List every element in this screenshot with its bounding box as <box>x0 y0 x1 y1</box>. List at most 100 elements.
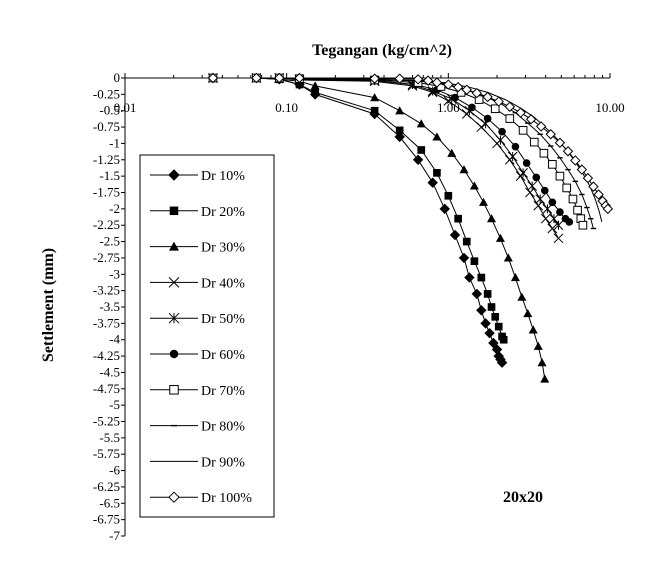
data-point <box>542 204 553 214</box>
y-tick-label: -1.75 <box>93 185 120 200</box>
data-point <box>498 127 506 136</box>
x-tick-label: 1.00 <box>437 100 460 115</box>
data-point <box>518 168 528 178</box>
legend-label: Dr 40% <box>201 276 245 291</box>
data-point <box>593 189 604 200</box>
data-point <box>470 257 479 266</box>
data-point <box>169 349 179 359</box>
legend-label: Dr 10% <box>201 169 245 184</box>
data-point <box>527 181 538 191</box>
data-point <box>169 241 179 251</box>
data-point <box>447 148 457 157</box>
legend-label: Dr 90% <box>201 455 245 470</box>
legend-entry: Dr 100% <box>150 491 252 506</box>
axes: 0-0.25 -0.5-0.75-1 -1.25-1.5 -1.75-2-2.25 -2… <box>93 70 625 543</box>
x-tick-label: 10.00 <box>595 100 624 115</box>
data-point <box>477 273 486 282</box>
data-point <box>545 129 556 140</box>
y-tick-label: -3 <box>109 266 120 281</box>
data-point <box>395 106 405 115</box>
data-point <box>483 290 492 298</box>
data-point <box>570 155 581 166</box>
data-point <box>547 223 558 234</box>
data-point <box>458 252 470 264</box>
data-point <box>469 181 479 190</box>
data-point <box>482 91 493 103</box>
data-point <box>493 96 504 107</box>
y-tick-label: -6.5 <box>99 495 120 510</box>
data-point <box>539 148 549 158</box>
data-point <box>394 73 405 84</box>
y-tick-label: -0.25 <box>93 86 120 101</box>
data-point <box>168 312 180 324</box>
data-point <box>471 288 483 300</box>
y-tick-label: -4.75 <box>93 381 120 396</box>
y-tick-label: -5.75 <box>93 446 120 461</box>
data-point <box>549 213 559 224</box>
data-point <box>562 183 572 193</box>
y-tick-label: -0.5 <box>99 103 120 118</box>
data-point <box>449 229 461 241</box>
data-point <box>523 309 533 318</box>
legend-entry: Dr 10% <box>150 169 245 184</box>
data-point <box>554 137 566 148</box>
legend-label: Dr 50% <box>201 312 245 327</box>
x-tick-label: 0.10 <box>275 100 298 115</box>
data-point <box>496 357 508 368</box>
data-point <box>511 142 520 151</box>
data-point <box>525 114 537 125</box>
data-point <box>495 233 505 242</box>
y-tick-label: -7 <box>109 528 120 543</box>
legend-entry: Dr 50% <box>150 312 245 327</box>
legend-entry: Dr 90% <box>150 455 245 470</box>
data-point <box>573 205 582 215</box>
data-point <box>412 74 424 85</box>
y-tick-label: 0 <box>114 70 121 85</box>
y-tick-label: -4 <box>109 332 120 347</box>
data-point <box>311 88 319 97</box>
y-tick-label: -2.75 <box>93 250 120 265</box>
y-tick-label: -5 <box>109 397 120 412</box>
data-point <box>461 84 472 95</box>
y-tick-label: -4.25 <box>93 348 120 363</box>
data-point <box>310 81 320 90</box>
data-point <box>412 154 424 165</box>
data-point <box>417 146 426 154</box>
data-point <box>168 277 180 288</box>
data-point <box>568 194 578 204</box>
data-point <box>431 77 443 88</box>
data-point <box>480 318 491 329</box>
legend-entry: Dr 20% <box>150 205 245 220</box>
data-point <box>507 151 518 162</box>
data-point <box>452 81 464 93</box>
data-point <box>454 214 462 223</box>
data-point <box>555 171 565 181</box>
y-tick-label: -4.5 <box>99 364 120 379</box>
data-point <box>578 220 588 230</box>
data-point <box>274 72 285 84</box>
data-point <box>476 305 487 316</box>
y-tick-label: -3.5 <box>99 299 120 314</box>
data-point <box>540 374 550 383</box>
chart-annotation: 20x20 <box>503 489 543 506</box>
legend: Dr 10% Dr 20% Dr 30% Dr 40% Dr 50% Dr 60% Dr 7… <box>139 154 275 518</box>
y-tick-label: -1.5 <box>99 168 120 183</box>
data-point <box>487 303 496 311</box>
legend-label: Dr 80% <box>201 420 245 435</box>
data-point <box>537 358 547 367</box>
y-tick-label: -1.25 <box>93 152 120 167</box>
data-point <box>395 126 404 135</box>
data-point <box>471 87 483 99</box>
data-point <box>565 218 574 226</box>
data-point <box>370 93 380 102</box>
data-point <box>369 73 380 84</box>
legend-label: Dr 30% <box>201 241 245 256</box>
data-point <box>505 114 515 123</box>
data-point <box>432 132 442 141</box>
data-point <box>504 101 516 112</box>
data-point <box>522 159 531 167</box>
data-point <box>540 186 549 195</box>
data-point <box>533 200 544 211</box>
data-point <box>532 173 541 182</box>
